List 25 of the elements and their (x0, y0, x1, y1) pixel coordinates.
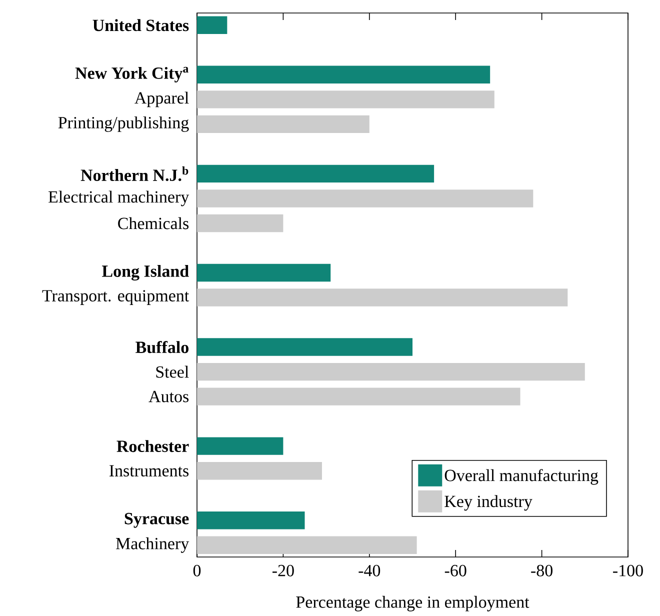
y-tick-label: Long Island (102, 264, 189, 281)
x-tick-label: -40 (358, 564, 380, 576)
y-tick-label: Autos (148, 390, 189, 402)
y-tick-label: Machinery (116, 537, 190, 553)
y-tick-label: Chemicals (118, 217, 189, 230)
legend-label: Overall manufacturing (444, 469, 598, 485)
x-tick-label: 0 (193, 564, 201, 576)
y-tick-label: Steel (156, 366, 189, 378)
x-tick-label: -100 (613, 564, 643, 576)
x-tick-label: -20 (272, 564, 294, 576)
y-tick-label: Syracuse (124, 512, 189, 528)
x-tick-label: -80 (531, 564, 552, 576)
legend-label: Key industry (444, 495, 532, 511)
y-tick-label: Transport. equipment (42, 290, 190, 305)
y-tick-label: Electrical machinery (48, 190, 190, 206)
y-tick-label: Printing/publishing (58, 116, 189, 132)
y-tick-label: Northern N.J.$^{b}$ (80, 166, 188, 182)
y-tick-label: Rochester (116, 440, 189, 452)
y-tick-label: New York City$^{a}$ (75, 66, 188, 82)
y-tick-label: United States (92, 19, 189, 32)
x-axis-title: Percentage change in employment (296, 596, 530, 612)
y-tick-label: Buffalo (136, 340, 188, 354)
y-tick-label: Instruments (109, 465, 189, 476)
x-tick-label: -60 (444, 564, 466, 576)
y-tick-label: Apparel (134, 92, 189, 108)
